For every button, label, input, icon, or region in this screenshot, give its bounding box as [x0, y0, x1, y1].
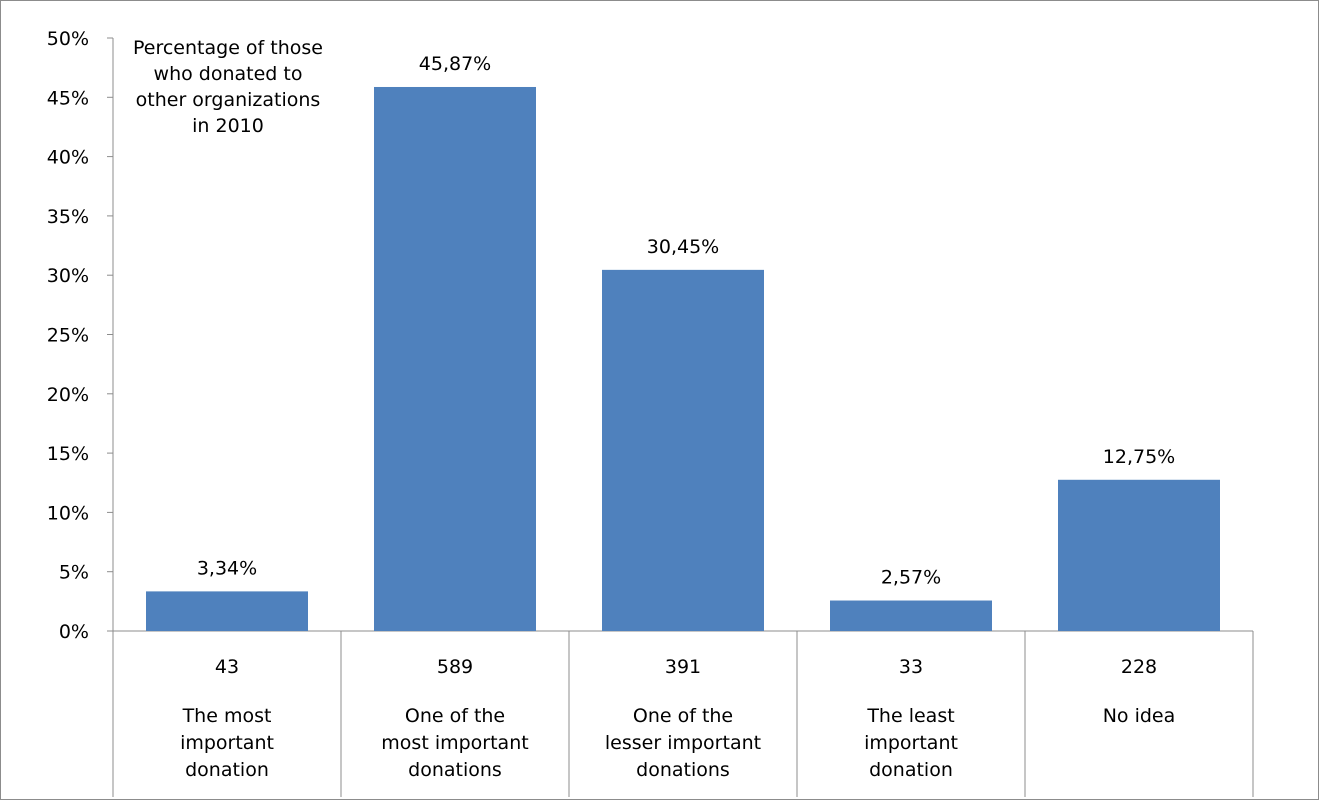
category-label: donation: [869, 759, 953, 781]
bar: [1058, 479, 1220, 631]
category-label: important: [864, 732, 958, 754]
annotation-text: who donated to: [154, 63, 303, 85]
annotation-text: in 2010: [192, 115, 264, 137]
bar: [830, 600, 992, 631]
category-label: donations: [408, 759, 502, 781]
y-tick-label: 50%: [47, 28, 89, 50]
category-label: lesser important: [605, 732, 761, 754]
y-tick-label: 15%: [47, 443, 89, 465]
category-label: No idea: [1103, 705, 1176, 727]
y-tick-label: 40%: [47, 147, 89, 169]
bar: [146, 591, 308, 631]
category-label: One of the: [633, 705, 733, 727]
category-label: important: [180, 732, 274, 754]
data-label: 2,57%: [881, 567, 941, 589]
bar: [374, 86, 536, 631]
y-tick-label: 20%: [47, 384, 89, 406]
data-label: 45,87%: [419, 53, 491, 75]
category-count: 391: [665, 656, 701, 678]
y-tick-label: 5%: [59, 562, 89, 584]
y-tick-label: 10%: [47, 502, 89, 524]
category-count: 228: [1121, 656, 1157, 678]
category-label: One of the: [405, 705, 505, 727]
category-count: 589: [437, 656, 473, 678]
y-tick-label: 0%: [59, 621, 89, 643]
y-tick-label: 25%: [47, 325, 89, 347]
data-label: 30,45%: [647, 236, 719, 258]
data-label: 12,75%: [1103, 446, 1175, 468]
category-count: 43: [215, 656, 239, 678]
annotation-text: Percentage of those: [133, 37, 323, 59]
category-label: The least: [866, 705, 954, 727]
bars: [146, 86, 1220, 631]
annotation-text: other organizations: [136, 89, 321, 111]
y-tick-label: 30%: [47, 265, 89, 287]
category-label: most important: [381, 732, 528, 754]
y-tick-label: 45%: [47, 87, 89, 109]
bar: [602, 269, 764, 631]
labels: 0% 5% 10% 15% 20% 25% 30% 35% 40% 45% 50% 3,34% 43 Th…: [47, 28, 1176, 781]
data-label: 3,34%: [197, 557, 257, 579]
category-count: 33: [899, 656, 923, 678]
y-tick-label: 35%: [47, 206, 89, 228]
category-label: donation: [185, 759, 269, 781]
category-label: donations: [636, 759, 730, 781]
category-label: The most: [182, 705, 272, 727]
